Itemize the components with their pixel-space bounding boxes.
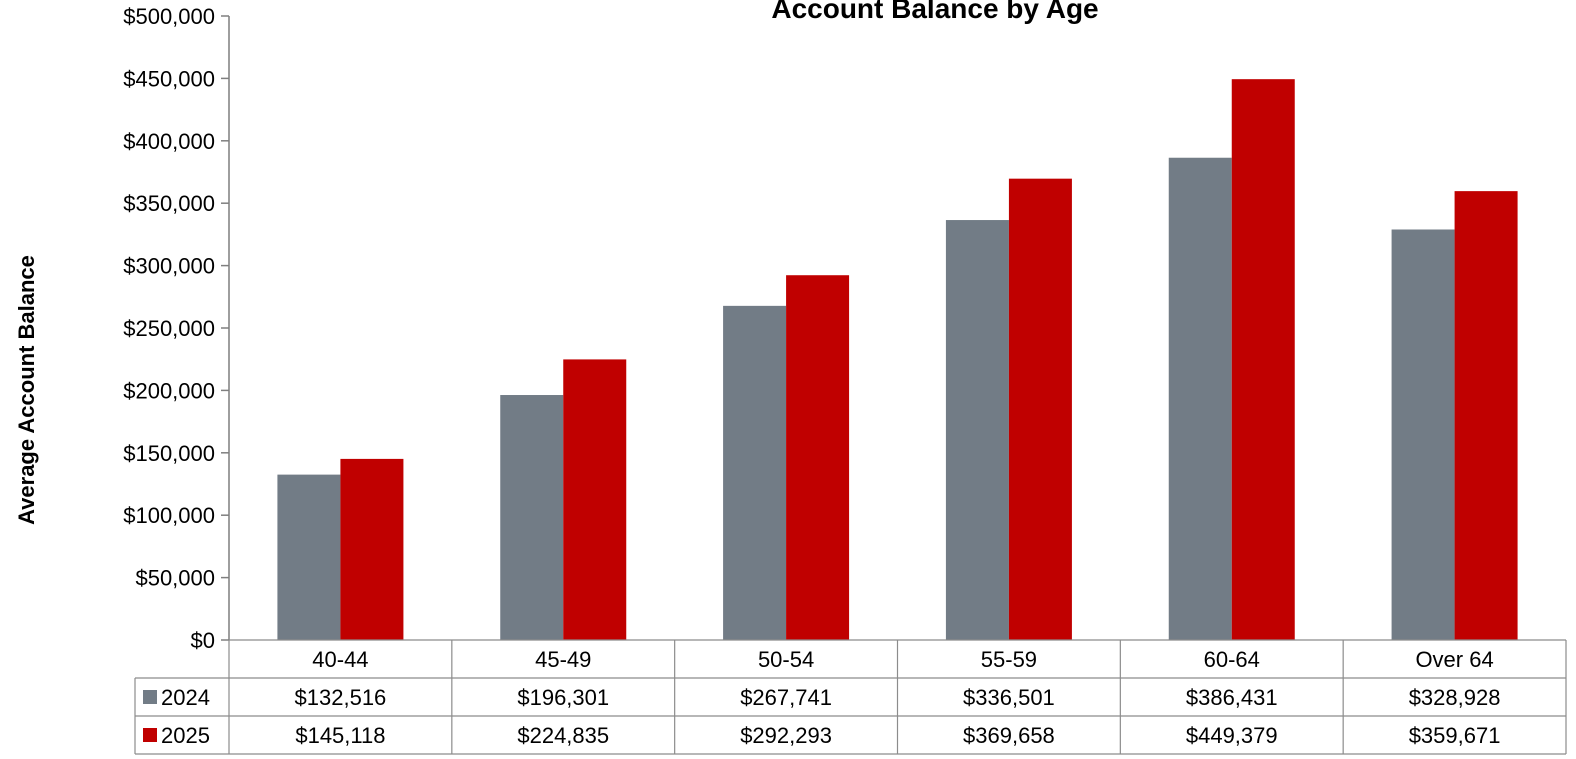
bar-2024-60-64 (1168, 157, 1232, 640)
bar-2025-40-44 (340, 458, 404, 640)
y-tick-label: $50,000 (135, 566, 215, 591)
category-label: 45-49 (535, 647, 591, 672)
y-tick-label: $0 (191, 628, 215, 653)
y-tick-label: $300,000 (123, 254, 215, 279)
y-tick-label: $150,000 (123, 441, 215, 466)
y-tick-label: $100,000 (123, 503, 215, 528)
data-label: $386,431 (1186, 685, 1278, 710)
data-label: $292,293 (740, 723, 832, 748)
chart-title: Account Balance by Age (771, 0, 1098, 24)
category-label: Over 64 (1415, 647, 1493, 672)
y-tick-label: $250,000 (123, 316, 215, 341)
bar-2025-60-64 (1231, 79, 1295, 641)
y-axis-label: Average Account Balance (14, 255, 39, 525)
data-label: $145,118 (295, 723, 385, 748)
y-tick-label: $500,000 (123, 4, 215, 29)
data-label: $224,835 (517, 723, 609, 748)
bar-2024-50-54 (723, 305, 787, 640)
category-label: 40-44 (312, 647, 368, 672)
category-label: 60-64 (1204, 647, 1260, 672)
legend-label: 2025 (161, 723, 210, 748)
y-tick-label: $400,000 (123, 129, 215, 154)
bar-2024-40-44 (277, 474, 341, 640)
bar-2024-55-59 (945, 220, 1009, 640)
bar-2025-45-49 (563, 359, 627, 640)
bar-2025-over-64 (1454, 191, 1518, 640)
y-tick-label: $450,000 (123, 66, 215, 91)
data-label: $267,741 (740, 685, 832, 710)
y-tick-label: $350,000 (123, 191, 215, 216)
data-label: $196,301 (517, 685, 609, 710)
data-label: $328,928 (1409, 685, 1501, 710)
bar-2025-50-54 (786, 275, 850, 640)
data-label: $359,671 (1409, 723, 1501, 748)
bars (277, 79, 1518, 641)
data-label: $369,658 (963, 723, 1055, 748)
bar-2024-45-49 (500, 395, 564, 640)
category-label: 50-54 (758, 647, 814, 672)
bar-2025-55-59 (1008, 178, 1072, 640)
data-label: $336,501 (963, 685, 1055, 710)
category-label: 55-59 (981, 647, 1037, 672)
legend-swatch-2024 (143, 690, 157, 704)
legend-swatch-2025 (143, 728, 157, 742)
data-label: $449,379 (1186, 723, 1278, 748)
bar-2024-over-64 (1391, 229, 1455, 640)
data-label: $132,516 (295, 685, 387, 710)
data-table: 40-44 45-49 50-54 55-59 60-64 Over 64 2024 $132… (134, 639, 1567, 755)
legend-label: 2024 (161, 685, 210, 710)
y-axis: $0 $50,000 $100,000 $150,000 $200,000 $250,00… (123, 4, 230, 653)
y-tick-label: $200,000 (123, 378, 215, 403)
